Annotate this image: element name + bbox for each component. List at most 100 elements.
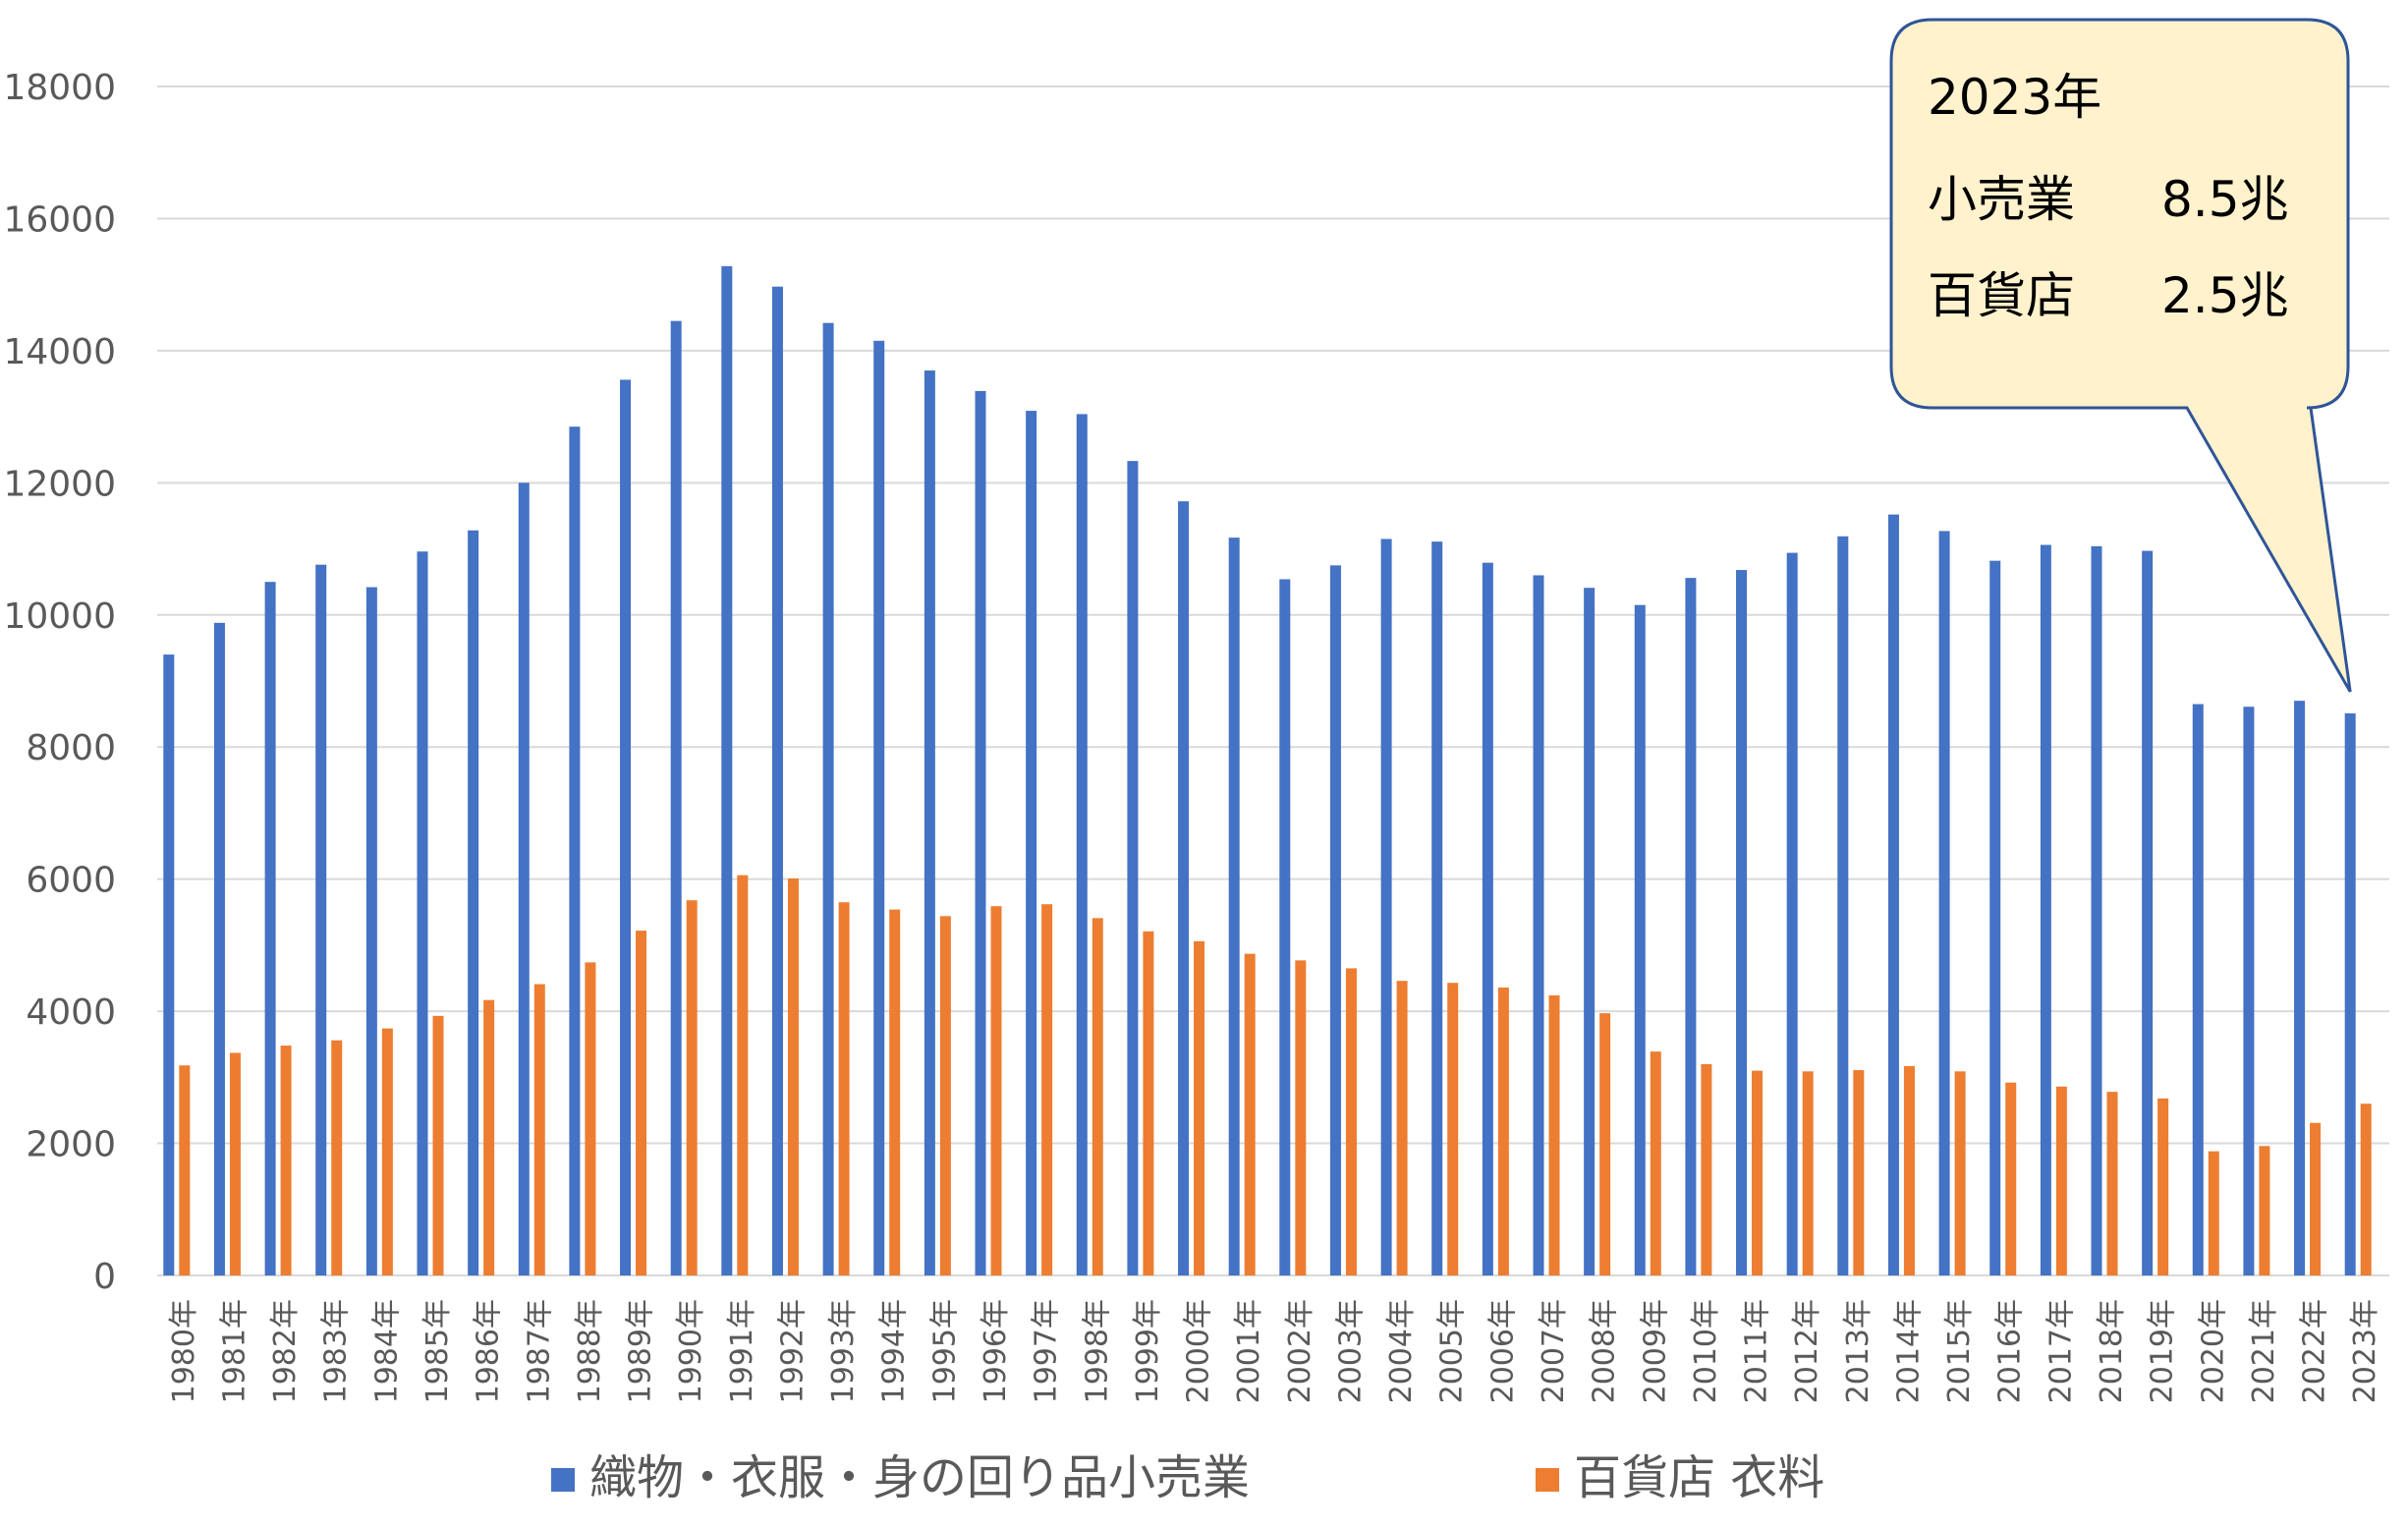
y-tick-label: 0	[93, 1257, 116, 1297]
bar-retail	[1228, 538, 1240, 1275]
bar-retail	[1127, 461, 1139, 1275]
bar-department-store	[229, 1052, 241, 1275]
bar-department-store	[1345, 968, 1357, 1275]
x-tick-label: 1999年	[1131, 1299, 1165, 1403]
bar-retail	[264, 582, 276, 1275]
bar-department-store	[1194, 940, 1205, 1275]
bar-department-store	[939, 916, 951, 1275]
bar-retail	[2142, 550, 2154, 1275]
callout: 2023年 小売業 8.5兆 百貨店 2.5兆	[1889, 18, 2352, 693]
bar-retail	[1431, 541, 1443, 1275]
x-tick-label: 2020年	[2196, 1299, 2230, 1403]
bar-retail	[2294, 701, 2306, 1275]
x-axis: 1980年 1981年 1982年 1983年 1984年 1985年 1986年 1987年…	[167, 1299, 2382, 1403]
bars	[163, 265, 2372, 1276]
callout-bubble	[1889, 18, 2352, 693]
x-tick-label: 1992年	[775, 1299, 810, 1403]
bar-department-store	[787, 878, 799, 1275]
bar-retail	[1482, 562, 1493, 1275]
x-tick-label: 1988年	[573, 1299, 607, 1403]
x-tick-label: 1981年	[217, 1299, 252, 1403]
bar-retail	[1533, 575, 1544, 1275]
x-tick-label: 1990年	[674, 1299, 708, 1403]
bar-department-store	[636, 931, 647, 1275]
x-tick-label: 2022年	[2298, 1299, 2332, 1403]
bar-department-store	[686, 900, 698, 1275]
bar-retail	[1786, 552, 1798, 1275]
bar-department-store	[2157, 1098, 2169, 1275]
y-tick-label: 2000	[26, 1125, 116, 1165]
bar-retail	[1887, 514, 1899, 1275]
x-tick-label: 2011年	[1740, 1299, 1774, 1403]
x-tick-label: 1985年	[420, 1299, 455, 1403]
bar-retail	[1938, 531, 1950, 1275]
bar-retail	[1837, 536, 1849, 1275]
bar-retail	[163, 654, 175, 1275]
bar-retail	[2344, 712, 2356, 1275]
bar-retail	[620, 379, 632, 1275]
bar-retail	[822, 322, 834, 1276]
bar-retail	[975, 390, 986, 1276]
bar-retail	[2243, 707, 2255, 1275]
bar-department-store	[2259, 1146, 2270, 1275]
bar-department-store	[889, 909, 901, 1275]
x-tick-label: 2010年	[1689, 1299, 1723, 1403]
bar-department-store	[2208, 1151, 2219, 1275]
x-tick-label: 2018年	[2095, 1299, 2129, 1403]
bar-department-store	[737, 875, 749, 1275]
x-tick-label: 2014年	[1891, 1299, 1926, 1403]
bar-retail	[1026, 411, 1037, 1275]
bar-department-store	[2005, 1082, 2017, 1275]
x-tick-label: 2008年	[1588, 1299, 1622, 1403]
bar-department-store	[1548, 994, 1560, 1275]
x-tick-label: 2021年	[2247, 1299, 2281, 1403]
x-tick-label: 1983年	[319, 1299, 354, 1403]
bar-department-store	[838, 902, 850, 1275]
bar-department-store	[1802, 1071, 1814, 1275]
x-tick-label: 2013年	[1841, 1299, 1876, 1403]
x-tick-label: 2005年	[1435, 1299, 1470, 1403]
bar-retail	[213, 622, 225, 1275]
bar-department-store	[2360, 1104, 2372, 1275]
x-tick-label: 1993年	[826, 1299, 861, 1403]
callout-department-store-value: 2.5兆	[2161, 267, 2289, 324]
x-tick-label: 1986年	[472, 1299, 506, 1403]
bar-department-store	[1143, 931, 1154, 1275]
bar-department-store	[2055, 1086, 2067, 1275]
x-tick-label: 2007年	[1537, 1299, 1571, 1403]
x-tick-label: 1984年	[369, 1299, 404, 1403]
y-tick-label: 10000	[3, 596, 116, 637]
bar-retail	[518, 482, 530, 1275]
bar-retail	[924, 370, 935, 1275]
legend-swatch-retail	[551, 1468, 575, 1492]
bar-department-store	[432, 1015, 444, 1275]
bar-retail	[2040, 544, 2051, 1275]
x-tick-label: 2023年	[2348, 1299, 2382, 1403]
bar-retail	[569, 426, 581, 1275]
bar-retail	[721, 265, 733, 1275]
bar-retail	[1076, 414, 1088, 1275]
bar-department-store	[2106, 1092, 2118, 1275]
bar-department-store	[280, 1046, 292, 1275]
bar-retail	[670, 320, 682, 1275]
bar-department-store	[1244, 953, 1256, 1275]
callout-retail-label: 小売業	[1928, 171, 2075, 228]
x-tick-label: 2006年	[1485, 1299, 1520, 1403]
bar-retail	[365, 587, 377, 1275]
bar-retail	[2192, 704, 2204, 1275]
y-tick-label: 6000	[26, 861, 116, 901]
bar-retail	[1178, 501, 1190, 1276]
bar-retail	[1685, 578, 1697, 1275]
bar-retail	[873, 340, 885, 1275]
bar-department-store	[1903, 1065, 1915, 1275]
x-tick-label: 2015年	[1942, 1299, 1977, 1403]
bar-retail	[1329, 565, 1341, 1275]
y-axis: 0 2000 4000 6000 8000 10000 12000 14000 16000 180…	[3, 68, 116, 1297]
x-tick-label: 2003年	[1333, 1299, 1368, 1403]
x-tick-label: 1998年	[1080, 1299, 1114, 1403]
bar-department-store	[179, 1065, 191, 1275]
y-tick-label: 8000	[26, 728, 116, 768]
callout-retail-value: 8.5兆	[2161, 171, 2289, 228]
legend: 織物・衣服・身の回り品小売業 百貨店 衣料	[551, 1450, 1824, 1505]
